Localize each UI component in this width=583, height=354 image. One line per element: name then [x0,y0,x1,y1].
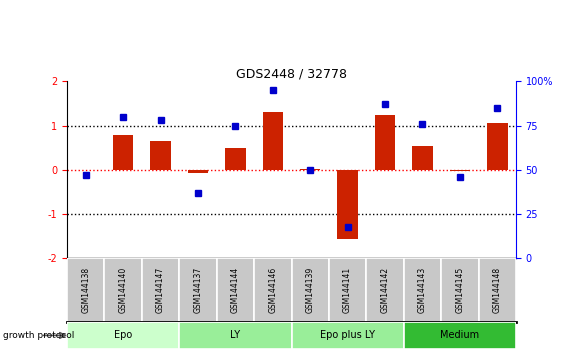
Bar [179,322,292,349]
Text: GSM144139: GSM144139 [305,267,315,313]
Text: GSM144141: GSM144141 [343,267,352,313]
Bar [262,113,283,170]
Text: GSM144142: GSM144142 [381,267,389,313]
Text: GSM144144: GSM144144 [231,267,240,313]
Text: GSM144140: GSM144140 [119,267,128,313]
Text: LY: LY [230,330,240,341]
Bar [217,258,254,322]
Bar [338,170,358,239]
Text: Epo: Epo [114,330,132,341]
Bar [225,148,245,170]
Text: GSM144145: GSM144145 [455,267,464,313]
Bar [403,322,516,349]
Bar [104,258,142,322]
Bar [449,170,470,171]
Bar [375,115,395,170]
Text: GSM144146: GSM144146 [268,267,278,313]
Bar [67,258,104,322]
Bar [300,169,321,170]
Title: GDS2448 / 32778: GDS2448 / 32778 [236,67,347,80]
Bar [67,322,179,349]
Bar [113,135,134,170]
Bar [179,258,217,322]
Bar [292,258,329,322]
Text: GSM144138: GSM144138 [81,267,90,313]
Text: Medium: Medium [440,330,479,341]
Text: GSM144143: GSM144143 [418,267,427,313]
Bar [150,141,171,170]
Bar [479,258,516,322]
Bar [188,170,208,173]
Text: GSM144137: GSM144137 [194,267,202,313]
Bar [329,258,366,322]
Bar [292,322,403,349]
Bar [142,258,180,322]
Text: Epo plus LY: Epo plus LY [320,330,375,341]
Text: GSM144148: GSM144148 [493,267,502,313]
Text: GSM144147: GSM144147 [156,267,165,313]
Text: growth protocol: growth protocol [3,331,74,340]
Bar [412,145,433,170]
Bar [487,124,508,170]
Bar [254,258,292,322]
Bar [403,258,441,322]
Bar [366,258,403,322]
Bar [441,258,479,322]
